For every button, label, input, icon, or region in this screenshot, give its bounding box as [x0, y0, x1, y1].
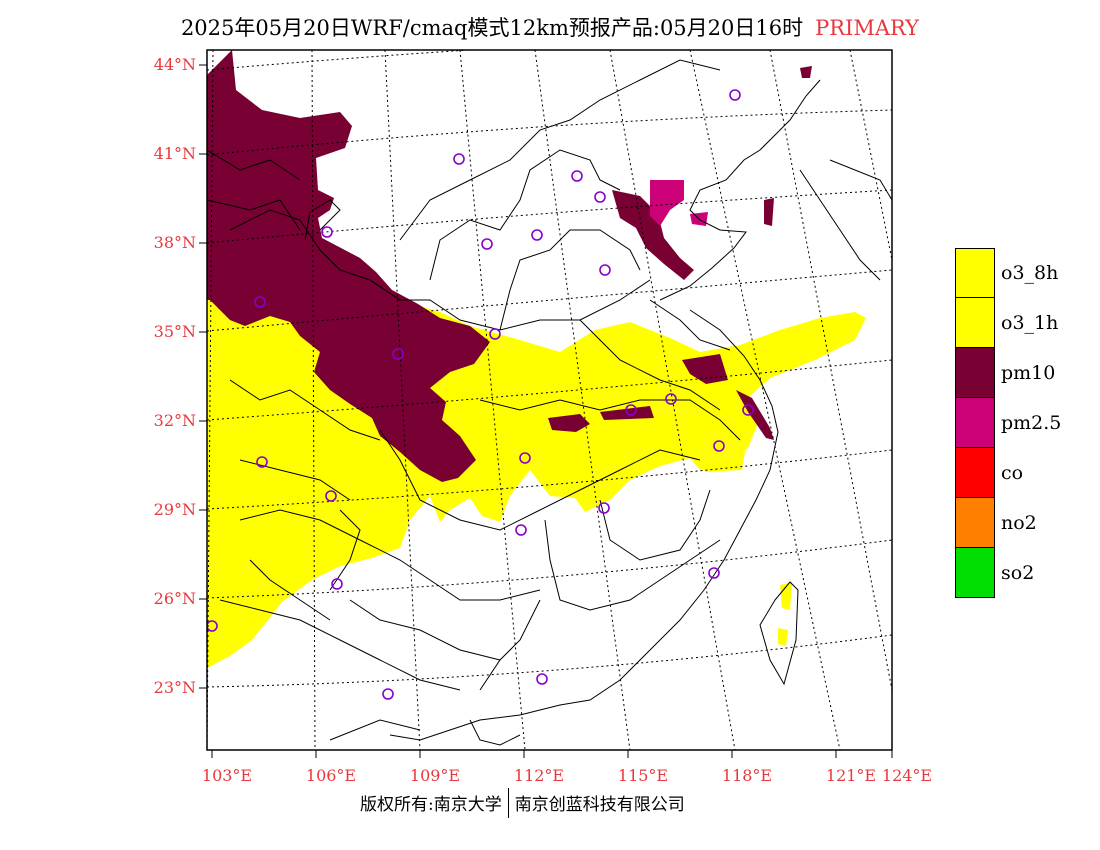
- station-marker: [207, 620, 218, 632]
- legend-item-no2: no2: [955, 498, 1061, 548]
- lon-label: 121°E: [825, 766, 877, 785]
- lat-label: 26°N: [153, 589, 196, 608]
- station-marker: [594, 191, 606, 203]
- station-marker: [536, 673, 548, 685]
- o3-patch-taiwan: [778, 582, 792, 646]
- primary-tag: PRIMARY: [815, 16, 920, 40]
- station-marker: [254, 296, 266, 308]
- o3-patch-east: [700, 452, 745, 472]
- legend-label: pm10: [1001, 362, 1056, 384]
- lat-label: 38°N: [153, 233, 196, 252]
- station-marker: [713, 440, 725, 452]
- lat-label: 41°N: [153, 144, 196, 163]
- lat-label: 23°N: [153, 678, 196, 697]
- station-marker: [598, 502, 610, 514]
- company-text: 南京创蓝科技有限公司: [514, 795, 685, 815]
- station-marker: [708, 567, 720, 579]
- lon-label: 103°E: [201, 766, 253, 785]
- station-marker: [665, 393, 677, 405]
- o3-region: [207, 292, 866, 668]
- legend-label: pm2.5: [1001, 412, 1062, 434]
- legend-item-o3-8h: o3_8h: [955, 248, 1061, 298]
- map-frame: [206, 49, 893, 751]
- legend-item-pm10: pm10: [955, 348, 1061, 398]
- station-marker: [321, 226, 333, 238]
- station-marker: [256, 456, 268, 468]
- station-marker: [515, 524, 527, 536]
- legend-item-pm25: pm2.5: [955, 398, 1061, 448]
- station-marker: [331, 578, 343, 590]
- legend-swatch: [955, 298, 995, 348]
- station-marker: [392, 348, 404, 360]
- legend-swatch: [955, 248, 995, 298]
- lon-label: 112°E: [513, 766, 565, 785]
- legend-item-co: co: [955, 448, 1061, 498]
- lat-label: 44°N: [153, 55, 196, 74]
- pm10-patch-coast: [736, 390, 774, 440]
- legend-label: o3_1h: [1001, 312, 1059, 334]
- title-text: 2025年05月20日WRF/cmaq模式12km预报产品:05月20日16时: [180, 16, 804, 40]
- footer-separator: [507, 788, 509, 818]
- station-marker: [481, 238, 493, 250]
- lat-label: 35°N: [153, 322, 196, 341]
- lon-label: 118°E: [721, 766, 773, 785]
- lon-label: 115°E: [617, 766, 669, 785]
- pm10-patch-north: [612, 66, 812, 280]
- legend-swatch: [955, 448, 995, 498]
- axis-ticks: [199, 64, 893, 758]
- legend-item-o3-1h: o3_1h: [955, 298, 1061, 348]
- station-marker: [625, 404, 637, 416]
- lon-label: 124°E: [881, 766, 933, 785]
- legend-label: co: [1001, 462, 1024, 484]
- map-content: [207, 50, 892, 750]
- legend-label: so2: [1001, 562, 1035, 584]
- station-marker: [325, 490, 337, 502]
- pm10-region: [207, 50, 490, 482]
- boundaries: [207, 59, 892, 746]
- station-marker: [531, 229, 543, 241]
- pm10-patch-central: [394, 330, 486, 370]
- legend-swatch: [955, 348, 995, 398]
- station-marker: [571, 170, 583, 182]
- pm25-patch-north: [650, 180, 708, 226]
- legend-swatch: [955, 398, 995, 448]
- legend-item-so2: so2: [955, 548, 1061, 598]
- footer-credit: 版权所有:南京大学 南京创蓝科技有限公司: [360, 788, 685, 820]
- map-title: 2025年05月20日WRF/cmaq模式12km预报产品:05月20日16时 P…: [0, 12, 1100, 42]
- lat-label: 32°N: [153, 411, 196, 430]
- lon-label: 106°E: [305, 766, 357, 785]
- station-marker: [519, 452, 531, 464]
- station-marker: [382, 688, 394, 700]
- station-marker: [729, 89, 741, 101]
- legend-swatch: [955, 548, 995, 598]
- station-markers: [207, 89, 754, 700]
- copyright-text: 版权所有:南京大学: [360, 795, 502, 815]
- lat-label: 29°N: [153, 500, 196, 519]
- legend-swatch: [955, 498, 995, 548]
- lon-label: 109°E: [409, 766, 461, 785]
- pm10-patch-yangtze: [548, 354, 728, 432]
- station-marker: [599, 264, 611, 276]
- station-marker: [453, 153, 465, 165]
- legend: o3_8h o3_1h pm10 pm2.5 co no2 so2: [955, 248, 1061, 598]
- station-marker: [489, 328, 501, 340]
- legend-label: no2: [1001, 512, 1037, 534]
- station-marker: [742, 404, 754, 416]
- legend-label: o3_8h: [1001, 262, 1059, 284]
